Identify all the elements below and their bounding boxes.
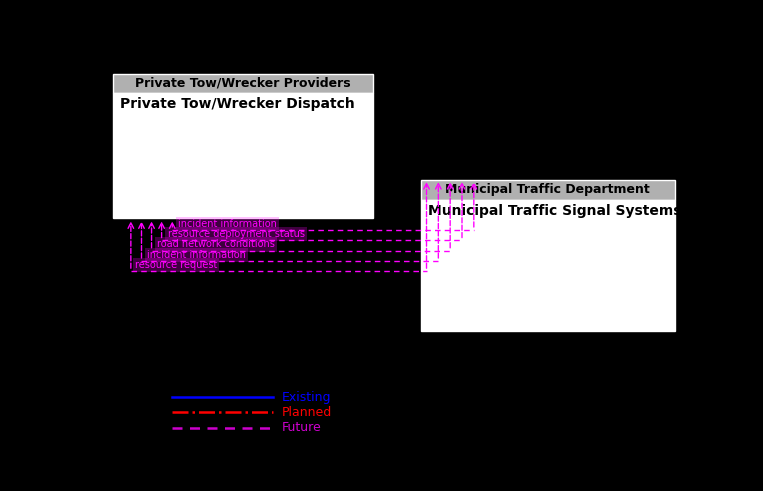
Bar	[113, 93, 373, 218]
Bar	[113, 74, 373, 93]
Text: incident information: incident information	[147, 250, 246, 260]
Text: Municipal Traffic Department: Municipal Traffic Department	[446, 183, 650, 196]
Bar	[420, 180, 675, 199]
Text: Municipal Traffic Signal Systems: Municipal Traffic Signal Systems	[428, 204, 681, 218]
Text: Private Tow/Wrecker Dispatch: Private Tow/Wrecker Dispatch	[121, 97, 355, 111]
Text: Existing: Existing	[282, 391, 331, 404]
Text: Planned: Planned	[282, 406, 332, 419]
Text: Future: Future	[282, 421, 321, 434]
Text: incident information: incident information	[179, 218, 277, 229]
Text: resource deployment status: resource deployment status	[168, 229, 304, 239]
Text: Private Tow/Wrecker Providers: Private Tow/Wrecker Providers	[135, 77, 351, 90]
Text: road network conditions: road network conditions	[157, 240, 275, 249]
Text: resource request: resource request	[135, 260, 217, 270]
Bar	[420, 199, 675, 331]
